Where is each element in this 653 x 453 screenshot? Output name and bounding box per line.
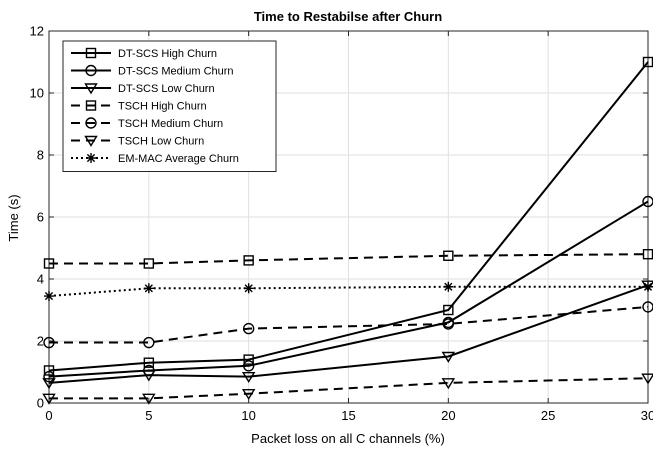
y-tick-label: 10 <box>30 86 44 101</box>
legend-label: TSCH High Churn <box>118 101 207 113</box>
x-tick-label: 20 <box>441 408 455 423</box>
legend-marker <box>86 153 96 163</box>
legend-label: EM-MAC Average Churn <box>118 153 239 165</box>
data-point <box>44 291 54 301</box>
legend-label: DT-SCS Low Churn <box>118 83 215 95</box>
data-point <box>144 283 154 293</box>
y-axis-label: Time (s) <box>6 194 21 241</box>
y-tick-label: 4 <box>37 272 44 287</box>
y-tick-label: 8 <box>37 148 44 163</box>
x-tick-label: 15 <box>341 408 355 423</box>
x-axis-label: Packet loss on all C channels (%) <box>251 431 445 446</box>
y-tick-label: 12 <box>30 24 44 39</box>
chart-title: Time to Restabilse after Churn <box>254 9 442 24</box>
x-tick-label: 30 <box>641 408 653 423</box>
x-tick-label: 10 <box>241 408 255 423</box>
data-point <box>443 282 453 292</box>
legend-label: TSCH Low Churn <box>118 136 204 148</box>
y-tick-label: 2 <box>37 334 44 349</box>
x-tick-label: 0 <box>45 408 52 423</box>
data-point <box>244 283 254 293</box>
legend-label: DT-SCS Medium Churn <box>118 66 234 78</box>
legend-label: TSCH Medium Churn <box>118 118 223 130</box>
x-tick-label: 25 <box>541 408 555 423</box>
data-point <box>643 282 653 292</box>
legend-label: DT-SCS High Churn <box>118 48 217 60</box>
legend: DT-SCS High Churn DT-SCS Medium Churn DT-S… <box>63 41 276 172</box>
y-tick-label: 0 <box>37 396 44 411</box>
x-tick-label: 5 <box>145 408 152 423</box>
y-tick-label: 6 <box>37 210 44 225</box>
